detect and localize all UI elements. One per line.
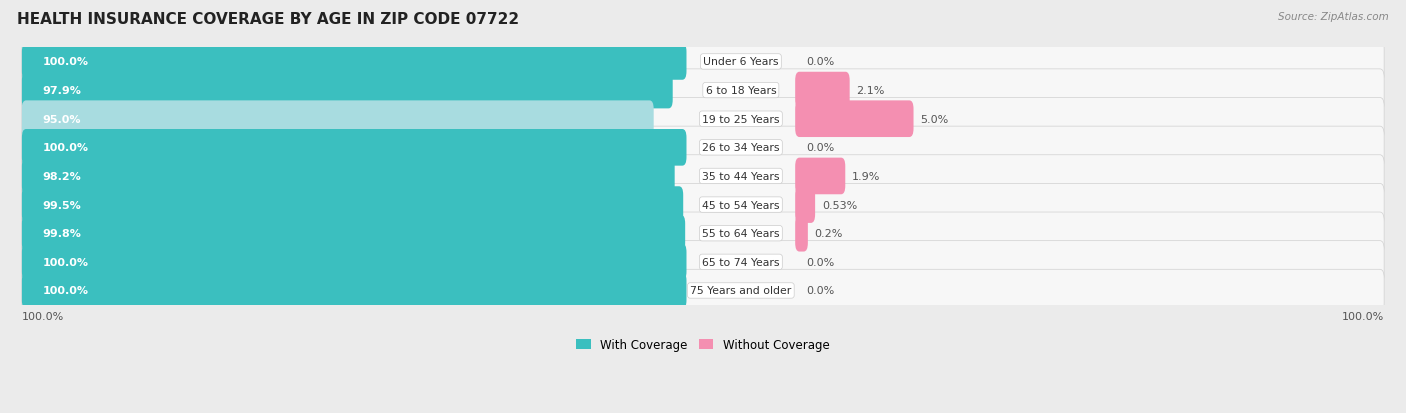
- FancyBboxPatch shape: [22, 213, 1384, 255]
- Text: 100.0%: 100.0%: [22, 311, 65, 321]
- Text: 45 to 54 Years: 45 to 54 Years: [702, 200, 779, 210]
- Text: 100.0%: 100.0%: [42, 286, 89, 296]
- Text: 0.0%: 0.0%: [806, 143, 834, 153]
- Text: 99.8%: 99.8%: [42, 229, 82, 239]
- Text: 26 to 34 Years: 26 to 34 Years: [702, 143, 779, 153]
- FancyBboxPatch shape: [22, 130, 686, 166]
- FancyBboxPatch shape: [22, 241, 1384, 283]
- Text: Source: ZipAtlas.com: Source: ZipAtlas.com: [1278, 12, 1389, 22]
- FancyBboxPatch shape: [22, 98, 1384, 140]
- Text: 0.53%: 0.53%: [823, 200, 858, 210]
- Text: Under 6 Years: Under 6 Years: [703, 57, 779, 67]
- Text: 2.1%: 2.1%: [856, 86, 884, 96]
- FancyBboxPatch shape: [22, 44, 686, 81]
- Text: 55 to 64 Years: 55 to 64 Years: [702, 229, 779, 239]
- FancyBboxPatch shape: [22, 73, 672, 109]
- Text: 35 to 44 Years: 35 to 44 Years: [702, 171, 779, 182]
- Text: 97.9%: 97.9%: [42, 86, 82, 96]
- FancyBboxPatch shape: [796, 187, 815, 223]
- FancyBboxPatch shape: [22, 101, 654, 138]
- FancyBboxPatch shape: [796, 101, 914, 138]
- Text: 98.2%: 98.2%: [42, 171, 82, 182]
- FancyBboxPatch shape: [22, 215, 685, 252]
- Text: 100.0%: 100.0%: [1341, 311, 1384, 321]
- Text: 100.0%: 100.0%: [42, 143, 89, 153]
- Text: HEALTH INSURANCE COVERAGE BY AGE IN ZIP CODE 07722: HEALTH INSURANCE COVERAGE BY AGE IN ZIP …: [17, 12, 519, 27]
- FancyBboxPatch shape: [22, 244, 686, 280]
- FancyBboxPatch shape: [22, 187, 683, 223]
- FancyBboxPatch shape: [22, 270, 1384, 312]
- Text: 75 Years and older: 75 Years and older: [690, 286, 792, 296]
- Text: 0.0%: 0.0%: [806, 286, 834, 296]
- Text: 100.0%: 100.0%: [42, 57, 89, 67]
- FancyBboxPatch shape: [796, 215, 808, 252]
- Text: 0.0%: 0.0%: [806, 257, 834, 267]
- Text: 99.5%: 99.5%: [42, 200, 82, 210]
- Text: 1.9%: 1.9%: [852, 171, 880, 182]
- FancyBboxPatch shape: [22, 155, 1384, 198]
- Text: 0.2%: 0.2%: [814, 229, 844, 239]
- Text: 100.0%: 100.0%: [42, 257, 89, 267]
- FancyBboxPatch shape: [22, 158, 675, 195]
- Legend: With Coverage, Without Coverage: With Coverage, Without Coverage: [572, 333, 834, 356]
- FancyBboxPatch shape: [22, 184, 1384, 226]
- FancyBboxPatch shape: [22, 41, 1384, 83]
- Text: 0.0%: 0.0%: [806, 57, 834, 67]
- Text: 6 to 18 Years: 6 to 18 Years: [706, 86, 776, 96]
- Text: 5.0%: 5.0%: [921, 114, 949, 124]
- FancyBboxPatch shape: [796, 73, 849, 109]
- FancyBboxPatch shape: [22, 70, 1384, 112]
- FancyBboxPatch shape: [796, 158, 845, 195]
- Text: 95.0%: 95.0%: [42, 114, 82, 124]
- FancyBboxPatch shape: [22, 273, 686, 309]
- Text: 19 to 25 Years: 19 to 25 Years: [702, 114, 779, 124]
- Text: 65 to 74 Years: 65 to 74 Years: [702, 257, 779, 267]
- FancyBboxPatch shape: [22, 127, 1384, 169]
